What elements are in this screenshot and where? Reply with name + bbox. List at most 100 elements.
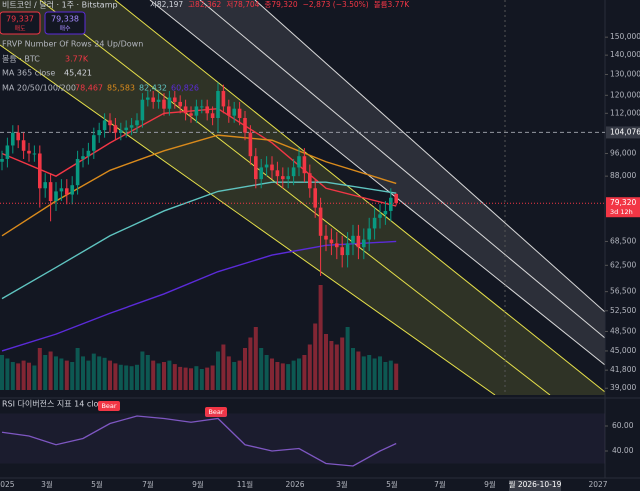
volume-bar xyxy=(156,363,161,390)
candle-body xyxy=(378,214,382,218)
y-tick-label: 130,000 xyxy=(610,69,640,78)
y-tick-label: 39,000 xyxy=(610,383,636,392)
candle-body xyxy=(86,150,91,157)
candle-body xyxy=(291,167,296,177)
candle-body xyxy=(38,153,42,189)
volume-bar xyxy=(135,364,139,390)
y-tick-label: 68,500 xyxy=(610,236,636,245)
bear-tag xyxy=(205,407,227,417)
volume-bar xyxy=(0,355,4,390)
volume-bar xyxy=(210,365,215,390)
candle-body xyxy=(351,235,355,244)
volume-bar xyxy=(351,348,355,390)
y-tick-label: 48,500 xyxy=(610,326,636,335)
candle-body xyxy=(0,158,4,162)
candle-body xyxy=(97,130,101,136)
volume-bar xyxy=(54,356,58,390)
volume-bar xyxy=(340,337,345,390)
moving-average xyxy=(1,181,397,300)
ohlc-value: 종79,320 xyxy=(264,0,297,9)
moving-average xyxy=(1,240,397,352)
buy-box[interactable] xyxy=(44,11,86,35)
candle-body xyxy=(227,106,231,116)
buy-label: 매수 xyxy=(59,25,71,33)
volume-bar xyxy=(248,337,253,390)
ohlc-value: −2,873 (−3.50%) xyxy=(303,0,369,9)
candle-body xyxy=(367,228,371,240)
candle-body xyxy=(232,108,236,116)
candle-body xyxy=(329,239,334,244)
candle-body xyxy=(124,127,128,131)
volume-bar xyxy=(378,356,382,390)
x-tick-label: 2026 xyxy=(285,480,304,489)
volume-bar xyxy=(75,348,80,390)
candle-body xyxy=(194,106,199,116)
volume-bar xyxy=(259,348,264,390)
title: 비트코인 / 달러 · 1주 · Bitstamp xyxy=(2,0,118,10)
moving-average xyxy=(1,134,397,237)
candle-body xyxy=(48,182,53,201)
candle-body xyxy=(243,118,247,133)
candle-body xyxy=(270,164,274,171)
y-tick-label: 88,000 xyxy=(610,171,636,180)
volume-bar xyxy=(324,334,328,390)
channel-band xyxy=(0,0,605,395)
x-tick-label: 9월 xyxy=(192,479,204,489)
y-tick-label: 150,000 xyxy=(610,32,640,41)
candle-body xyxy=(210,113,215,119)
candle-body xyxy=(135,120,139,126)
rsi-tick-label: 40.00 xyxy=(612,446,634,455)
rsi-line xyxy=(1,415,397,467)
last-price-label: 79,320 xyxy=(610,198,636,207)
candle-body xyxy=(173,97,177,102)
candle-body xyxy=(275,170,280,177)
candle-body xyxy=(75,158,80,186)
candle-body xyxy=(216,91,220,119)
candle-body xyxy=(324,235,328,240)
bear-tag xyxy=(98,401,120,411)
candle-body xyxy=(200,106,204,108)
candle-body xyxy=(146,97,150,100)
sell-price: 79,337 xyxy=(6,15,34,24)
volume-bar xyxy=(275,362,280,390)
volume-bar xyxy=(216,351,220,390)
sell-box[interactable] xyxy=(0,11,41,35)
candle-body xyxy=(92,135,96,151)
candle-body xyxy=(151,97,155,102)
ohlc-value: 볼륨3.77K xyxy=(374,0,410,9)
candle-body xyxy=(318,207,323,236)
volume-bar xyxy=(32,365,37,390)
volume-bar xyxy=(307,344,312,390)
candle-body xyxy=(156,99,161,102)
volume-bar xyxy=(237,360,242,390)
y-tick-label: 62,500 xyxy=(610,260,636,269)
ma-value: 82,432 xyxy=(139,84,167,93)
candle-body xyxy=(389,197,393,211)
volume-bar xyxy=(270,358,274,390)
y-tick-label: 140,000 xyxy=(610,50,640,59)
volume-bar xyxy=(194,366,199,390)
frvp-label: FRVP Number Of Rows 24 Up/Down xyxy=(2,40,143,49)
candle-body xyxy=(113,125,118,133)
x-tick-label: 2025 xyxy=(0,480,15,489)
volume-bar xyxy=(253,327,258,390)
x-tick-label: 2027 xyxy=(588,480,607,489)
volume-bar xyxy=(37,348,42,390)
volume-bar xyxy=(372,358,377,390)
candle-body xyxy=(362,239,366,248)
ma-value: 78,467 xyxy=(75,84,103,93)
candle-body xyxy=(65,188,69,195)
volume-bar xyxy=(172,364,177,390)
candle-body xyxy=(167,97,172,109)
volume-bar xyxy=(291,360,296,390)
channel-line xyxy=(0,44,496,395)
candle-body xyxy=(248,132,253,157)
y-tick-label: 41,800 xyxy=(610,365,636,374)
volume-bar xyxy=(124,365,129,390)
candle-body xyxy=(340,247,344,256)
volume-bar xyxy=(243,348,247,390)
candle-body xyxy=(221,91,226,107)
volume-bar xyxy=(167,360,172,390)
candle-body xyxy=(102,120,107,131)
candle-body xyxy=(59,188,64,192)
